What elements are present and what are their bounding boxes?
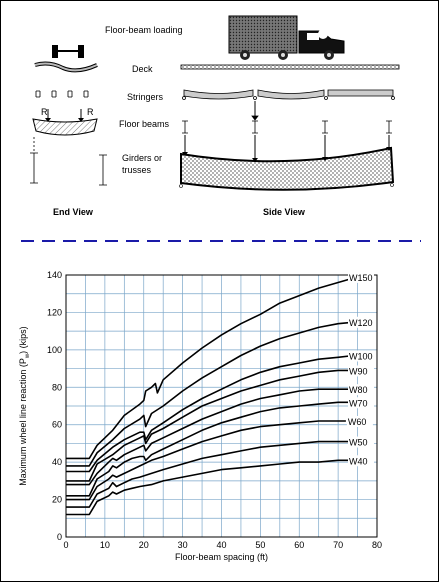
x-axis-label: Floor-beam spacing (ft) — [175, 552, 268, 562]
series-label-bg — [348, 316, 374, 328]
label-girders-line1: Girders or — [122, 153, 162, 163]
label-girders-line2: trusses — [122, 165, 152, 175]
y-tick-label: 120 — [47, 307, 62, 317]
series-line — [66, 369, 354, 482]
reaction-right-label: R — [87, 107, 94, 117]
y-tick-labels: 0 20 40 60 80 100 120 140 — [47, 270, 62, 542]
x-tick-label: 80 — [372, 540, 382, 550]
y-tick-label: 140 — [47, 270, 62, 280]
x-tick-label: 10 — [100, 540, 110, 550]
floor-beams-side-view — [182, 101, 392, 134]
y-axis-label-sub: w — [25, 353, 31, 359]
diagram-title: Floor-beam loading — [105, 25, 183, 35]
series-label-bg — [348, 350, 374, 362]
series-label: W100 — [349, 351, 373, 361]
series-label: W150 — [349, 273, 373, 283]
series-label: W40 — [349, 456, 368, 466]
series-line — [66, 276, 358, 460]
x-tick-label: 30 — [178, 540, 188, 550]
y-axis-label-main: Maximum wheel line reaction (P — [18, 358, 28, 486]
y-tick-label: 100 — [47, 345, 62, 355]
truck-icon — [228, 15, 345, 60]
y-tick-label: 40 — [52, 457, 62, 467]
series-line — [66, 420, 346, 501]
series-line — [66, 354, 354, 473]
series-label: W80 — [349, 385, 368, 395]
x-tick-label: 60 — [294, 540, 304, 550]
label-floor-beams: Floor beams — [119, 119, 170, 129]
deck-side-view — [180, 64, 400, 70]
label-end-view: End View — [53, 207, 94, 217]
series-label-bg — [348, 384, 374, 396]
series-label-bg — [348, 271, 374, 283]
plot-frame — [65, 274, 378, 538]
series-line — [66, 321, 358, 467]
series-label: W70 — [349, 398, 368, 408]
x-tick-label: 50 — [255, 540, 265, 550]
label-deck: Deck — [132, 64, 153, 74]
x-tick-label: 70 — [333, 540, 343, 550]
chart-grid — [65, 274, 378, 538]
y-axis-label-end: ) (kips) — [18, 326, 28, 354]
series-line — [66, 401, 354, 497]
label-side-view: Side View — [263, 207, 306, 217]
series-lines: W150 W120 W100 W90 W80 W70 W60 W50 W40 — [66, 271, 374, 516]
series-label: W120 — [349, 318, 373, 328]
y-tick-label: 60 — [52, 420, 62, 430]
series-line — [66, 388, 354, 486]
x-tick-label: 20 — [139, 540, 149, 550]
series-label-bg — [348, 397, 374, 409]
series-label-bg — [348, 365, 374, 377]
stringers-end-view — [35, 90, 89, 98]
series-line — [66, 440, 350, 508]
y-tick-label: 80 — [52, 382, 62, 392]
series-label: W60 — [348, 417, 367, 427]
girder-end-view — [30, 137, 107, 186]
y-tick-label: 20 — [52, 495, 62, 505]
series-label-bg — [348, 436, 374, 448]
deck-end-view — [34, 61, 98, 73]
series-label-bg — [348, 455, 374, 467]
y-axis-label: Maximum wheel line reaction (Pw) (kips) — [18, 326, 31, 485]
bridge-diagram: Floor-beam loading Deck — [30, 15, 400, 217]
stringers-side-view — [182, 89, 395, 100]
floor-beam-end-view: R R — [32, 107, 98, 136]
x-tick-labels: 0 10 20 30 40 50 60 70 80 — [63, 540, 382, 550]
y-tick-label: 0 — [57, 532, 62, 542]
girder-side-view — [179, 135, 395, 191]
axle-icon — [52, 45, 84, 58]
series-line — [66, 459, 350, 516]
series-label: W90 — [349, 366, 368, 376]
x-tick-label: 0 — [63, 540, 68, 550]
series-label-bg — [346, 415, 373, 427]
x-tick-label: 40 — [216, 540, 226, 550]
series-label: W50 — [349, 438, 368, 448]
label-stringers: Stringers — [127, 92, 164, 102]
chart: W150 W120 W100 W90 W80 W70 W60 W50 W40 0 10 20 30 40… — [18, 270, 382, 562]
reaction-left-label: R — [41, 107, 48, 117]
